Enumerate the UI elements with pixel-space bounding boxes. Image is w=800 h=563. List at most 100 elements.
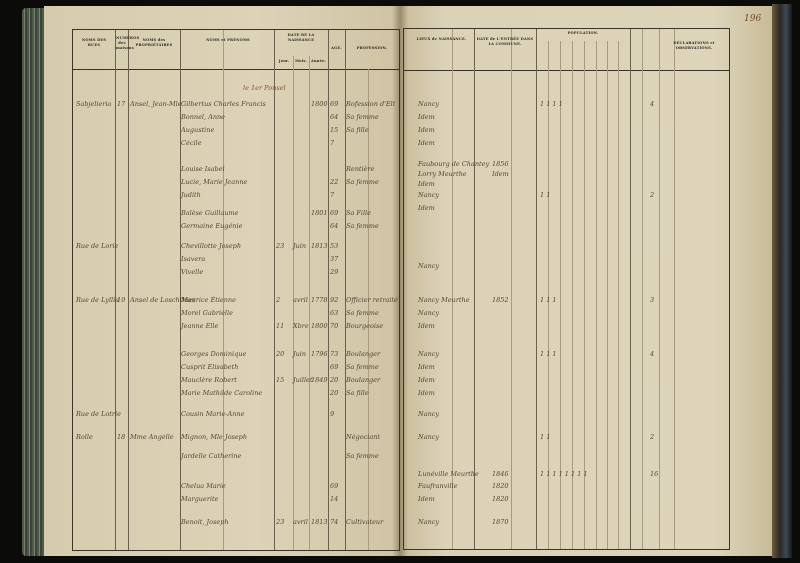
entry-counts: 1 1 1 bbox=[540, 350, 557, 358]
entry-entry: 1870 bbox=[492, 518, 509, 526]
header-entry-date: DATE de L'ENTRÉE DANS LA COMMUNE. bbox=[476, 37, 534, 46]
entry-year: 1800 bbox=[311, 100, 328, 108]
entry-age: 22 bbox=[330, 178, 339, 186]
entry-total: 2 bbox=[650, 191, 655, 199]
entry-owner: Ansel de Loschthier bbox=[130, 296, 196, 304]
entry-name: Cousin Marie-Anne bbox=[181, 410, 245, 418]
header-birth-date: DATE DE LA NAISSANCE bbox=[287, 33, 315, 42]
entry-street: Rue de Lyllia bbox=[76, 296, 120, 304]
entry-age: 69 bbox=[330, 363, 339, 371]
entry-entry: 1820 bbox=[492, 482, 509, 490]
entry-profession: Sa fille bbox=[346, 389, 369, 397]
entry-birthplace: Nancy bbox=[418, 309, 440, 317]
entry-name: Louise Isabel bbox=[181, 165, 225, 173]
entry-profession: Officier retraité bbox=[346, 296, 398, 304]
entry-birthplace: Idem bbox=[418, 322, 435, 330]
book-gutter bbox=[392, 6, 408, 556]
entry-age: 64 bbox=[330, 222, 339, 230]
entry-name: Marguerite bbox=[181, 495, 219, 503]
entry-age: 53 bbox=[330, 242, 339, 250]
header-year: Année. bbox=[310, 59, 327, 63]
entry-entry: 1820 bbox=[492, 495, 509, 503]
entry-age: 92 bbox=[330, 296, 339, 304]
entry-month: avril bbox=[293, 518, 308, 526]
header-house-numbers: NUMÉROS des maisons bbox=[116, 36, 140, 50]
entry-age: 37 bbox=[330, 255, 339, 263]
entry-profession: Boulanger bbox=[346, 350, 381, 358]
header-owners: NOMS des PROPRIÉTAIRES bbox=[135, 38, 173, 47]
entry-street: Rolle bbox=[76, 433, 93, 441]
entry-name: Georges Dominique bbox=[181, 350, 247, 358]
entry-month: Juin bbox=[293, 350, 307, 358]
entry-birthplace: Idem bbox=[418, 376, 435, 384]
entry-birthplace: Lorry Meurthe bbox=[418, 170, 467, 178]
entry-profession: Boulanger bbox=[346, 376, 381, 384]
entry-year: 1801 bbox=[311, 209, 328, 217]
entry-counts: 1 1 1 bbox=[540, 296, 557, 304]
entry-profession: Sa fille bbox=[346, 126, 369, 134]
entry-month: Juin bbox=[293, 242, 307, 250]
entry-name: Bonnel, Anne bbox=[181, 113, 226, 121]
entry-birthplace: Idem bbox=[418, 389, 435, 397]
entry-counts: 1 1 bbox=[540, 191, 551, 199]
header-streets: NOMS DES RUES bbox=[81, 38, 107, 47]
entry-age: 9 bbox=[330, 410, 335, 418]
entry-age: 73 bbox=[330, 350, 339, 358]
entry-name: Augustine bbox=[181, 126, 215, 134]
entry-birthplace: Nancy Meurthe bbox=[418, 296, 470, 304]
entry-total: 16 bbox=[650, 470, 659, 478]
entry-number: 17 bbox=[117, 100, 126, 108]
entry-name: Jardelle Catherine bbox=[181, 452, 242, 460]
entry-entry: Idem bbox=[492, 170, 509, 178]
entry-age: 7 bbox=[330, 191, 335, 199]
entry-day: 23 bbox=[276, 242, 285, 250]
entry-birthplace: Idem bbox=[418, 126, 435, 134]
header-day: Jour. bbox=[278, 59, 290, 63]
entry-profession: Négociant bbox=[346, 433, 381, 441]
entry-name: Judith bbox=[181, 191, 201, 199]
entry-street: Sabjelieria bbox=[76, 100, 112, 108]
entry-day: 23 bbox=[276, 518, 285, 526]
entry-name: Vivelle bbox=[181, 268, 204, 276]
entry-total: 4 bbox=[650, 100, 655, 108]
entry-street: Rue de Lotrie bbox=[76, 410, 121, 418]
entry-total: 4 bbox=[650, 350, 655, 358]
entry-name: Mignon, Mle Joseph bbox=[181, 433, 248, 441]
entry-day: 15 bbox=[276, 376, 285, 384]
entry-number: 18 bbox=[117, 433, 126, 441]
entry-name: Jeanne Elle bbox=[181, 322, 219, 330]
entry-name: Chevillotte Joseph bbox=[181, 242, 242, 250]
entry-owner: Ansel, Jean-Mle bbox=[130, 100, 182, 108]
entry-age: 69 bbox=[330, 482, 339, 490]
entry-age: 20 bbox=[330, 376, 339, 384]
entry-total: 2 bbox=[650, 433, 655, 441]
entry-birthplace: Nancy bbox=[418, 100, 440, 108]
entry-year: 1796 bbox=[311, 350, 328, 358]
entry-day: 20 bbox=[276, 350, 285, 358]
header-birthplace: LIEUX de NAISSANCE. bbox=[416, 37, 467, 41]
entry-counts: 1 1 1 1 1 1 1 1 bbox=[540, 470, 588, 478]
header-profession: PROFESSION. bbox=[356, 46, 388, 50]
entry-total: 3 bbox=[650, 296, 655, 304]
entry-age: 14 bbox=[330, 495, 339, 503]
entry-birthplace: Nancy bbox=[418, 350, 440, 358]
entry-birthplace: Nancy bbox=[418, 410, 440, 418]
entry-entry: 1846 bbox=[492, 470, 509, 478]
entry-age: 69 bbox=[330, 100, 339, 108]
entry-profession: Bourgeoise bbox=[346, 322, 384, 330]
entry-age: 29 bbox=[330, 268, 339, 276]
entry-name: Morel Gabrielle bbox=[181, 309, 233, 317]
entry-age: 7 bbox=[330, 139, 335, 147]
entry-birthplace: Nancy bbox=[418, 191, 440, 199]
entry-profession: Sa femme bbox=[346, 363, 379, 371]
entry-birthplace: Idem bbox=[418, 204, 435, 212]
entry-birthplace: Idem bbox=[418, 139, 435, 147]
entry-entry: 1856 bbox=[492, 160, 509, 168]
entry-month: avril bbox=[293, 296, 308, 304]
entry-birthplace: Nancy bbox=[418, 433, 440, 441]
entry-name: Gilbertus Charles Francis bbox=[181, 100, 266, 108]
entry-name: Cécile bbox=[181, 139, 202, 147]
entry-name: Lucie, Marie Jeanne bbox=[181, 178, 248, 186]
entry-profession: Sa femme bbox=[346, 222, 379, 230]
entry-year: 1800 bbox=[311, 322, 328, 330]
